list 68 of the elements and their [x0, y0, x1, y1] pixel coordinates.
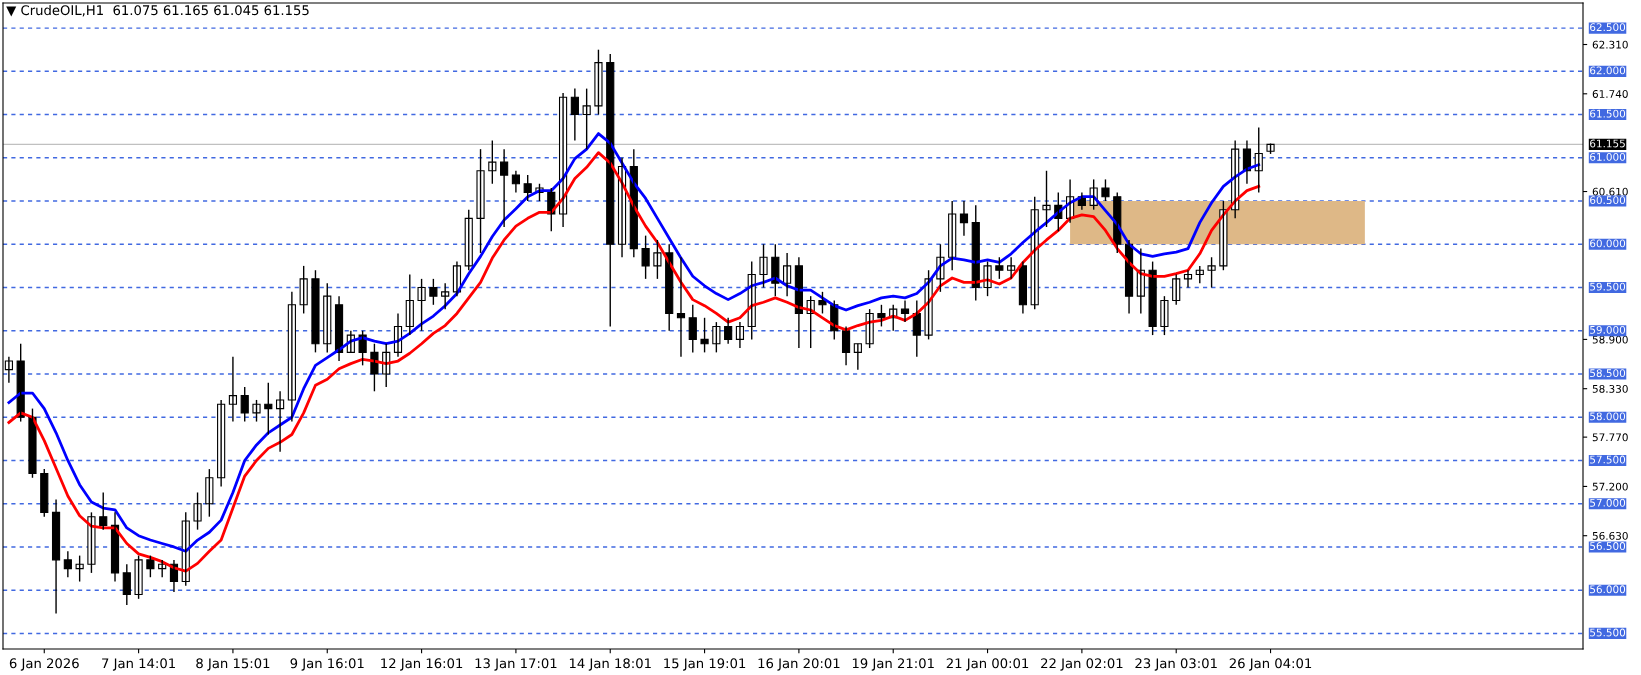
- x-tick-label: 7 Jan 14:01: [102, 658, 175, 671]
- candlestick: [476, 148, 485, 254]
- ref-line-label: 57.000: [1590, 498, 1626, 507]
- ref-line-label: 58.000: [1590, 412, 1626, 421]
- candlestick: [1042, 170, 1051, 228]
- candlestick: [205, 468, 214, 518]
- x-tick-label: 16 Jan 20:01: [758, 658, 840, 671]
- x-tick-label: 8 Jan 15:01: [196, 658, 270, 671]
- ref-line-label: 57.500: [1590, 455, 1626, 464]
- candlestick: [582, 87, 591, 150]
- candlestick: [134, 554, 143, 600]
- y-tick-label: 61.740: [1592, 90, 1628, 98]
- candlestick: [252, 399, 261, 423]
- y-tick-label: 57.770: [1592, 433, 1628, 442]
- ref-line-label: 58.500: [1590, 369, 1626, 378]
- candlestick: [75, 554, 84, 583]
- ref-line-label: 62.500: [1590, 23, 1626, 32]
- y-tick-label: 56.630: [1592, 531, 1628, 540]
- candlestick: [712, 321, 721, 354]
- x-tick-label: 26 Jan 04:01: [1229, 658, 1312, 671]
- candlestick: [759, 243, 768, 289]
- candlestick: [1160, 295, 1169, 336]
- x-tick-label: 13 Jan 17:01: [475, 658, 557, 671]
- ref-line-label: 59.500: [1590, 282, 1626, 291]
- x-tick-label: 19 Jan 21:01: [852, 658, 934, 671]
- candlestick: [28, 407, 37, 479]
- candlestick: [653, 239, 662, 280]
- ref-line-label: 61.155: [1590, 139, 1625, 148]
- ref-line-label: 61.000: [1590, 152, 1626, 161]
- candlestick: [594, 49, 603, 116]
- candlestick: [877, 304, 886, 328]
- x-tick-label: 9 Jan 16:01: [290, 658, 364, 671]
- x-tick-label: 22 Jan 02:01: [1041, 658, 1123, 671]
- y-tick-label: 62.310: [1592, 40, 1628, 49]
- x-tick-label: 6 Jan 2026: [9, 658, 79, 671]
- ref-line-label: 62.000: [1590, 66, 1626, 75]
- x-tick-label: 14 Jan 18:01: [569, 658, 651, 671]
- candlestick: [1219, 200, 1228, 271]
- candlestick: [1207, 256, 1216, 289]
- y-tick-label: 58.330: [1592, 384, 1628, 393]
- ref-line-label: 56.500: [1590, 542, 1626, 550]
- ref-line-label: 60.500: [1590, 196, 1626, 205]
- x-tick-label: 21 Jan 00:01: [946, 658, 1029, 671]
- ref-line-label: 60.000: [1590, 239, 1626, 248]
- ref-line-label: 56.000: [1590, 585, 1626, 594]
- x-tick-label: 12 Jan 16:01: [381, 658, 463, 671]
- x-tick-label: 15 Jan 19:01: [664, 658, 746, 671]
- x-tick-label: 23 Jan 03:01: [1135, 658, 1217, 671]
- candlestick: [417, 278, 426, 332]
- y-tick-label: 60.610: [1592, 187, 1628, 196]
- candlestick: [429, 278, 438, 306]
- ref-line-label: 59.000: [1590, 325, 1626, 334]
- chart-title: ▼ CrudeOIL,H1 61.075 61.165 61.045 61.155: [6, 4, 309, 17]
- candlestick: [700, 317, 709, 354]
- candlestick: [641, 234, 650, 280]
- y-tick-label: 57.200: [1592, 482, 1628, 491]
- candlestick: [146, 554, 155, 578]
- candlestick: [299, 265, 308, 315]
- candlestick: [87, 511, 96, 574]
- candlestick: [1101, 178, 1110, 202]
- candlestick: [488, 139, 497, 185]
- y-tick-label: 58.900: [1592, 335, 1628, 344]
- ref-line-label: 61.500: [1590, 109, 1626, 118]
- candlestick: [995, 256, 1004, 280]
- candlestick: [193, 491, 202, 531]
- ref-line-label: 55.500: [1590, 628, 1626, 637]
- candlestick: [1148, 260, 1157, 336]
- candlestick: [311, 269, 320, 354]
